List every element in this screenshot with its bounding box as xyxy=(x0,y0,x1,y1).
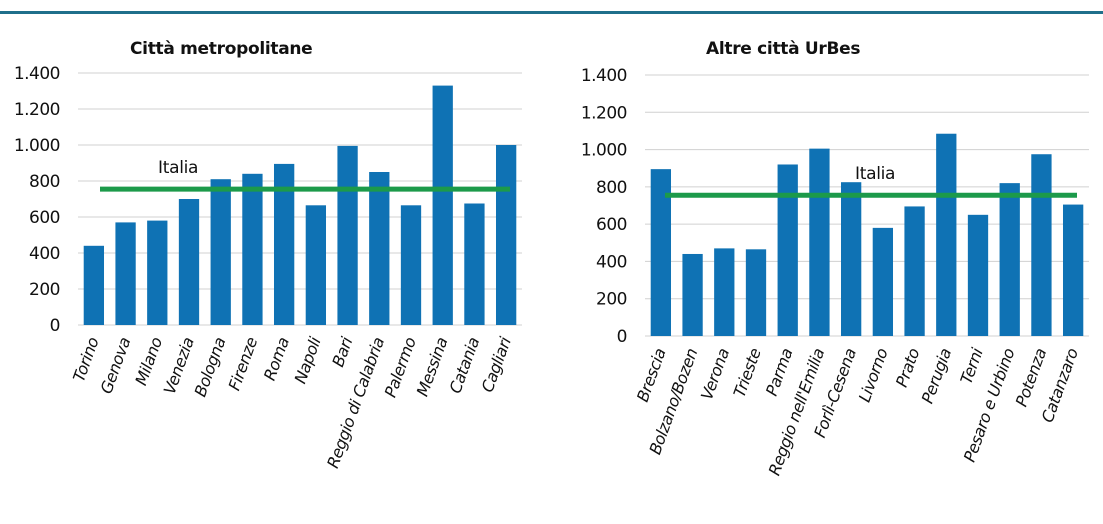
bar xyxy=(809,148,830,336)
bar xyxy=(1031,154,1052,336)
top-rule xyxy=(0,11,1103,14)
y-tick-label: 200 xyxy=(29,280,60,300)
y-tick-label: 1.200 xyxy=(581,103,627,123)
bar xyxy=(872,227,894,336)
bar xyxy=(242,173,263,325)
y-tick-label: 1.000 xyxy=(14,136,60,156)
x-tick-label: Brescia xyxy=(633,346,670,404)
y-tick-label: 0 xyxy=(617,327,627,347)
bar xyxy=(714,248,735,336)
bar xyxy=(840,182,862,336)
chart-title: Altre città UrBes xyxy=(706,39,860,59)
bar xyxy=(273,163,295,325)
x-tick-label: Terni xyxy=(956,345,987,387)
x-tick-label: Cagliari xyxy=(478,334,516,395)
y-tick-label: 800 xyxy=(596,178,627,198)
bar xyxy=(682,253,703,336)
bar xyxy=(936,133,957,336)
bar xyxy=(369,172,390,325)
y-tick-label: 600 xyxy=(29,208,60,228)
bar xyxy=(1062,204,1084,336)
x-tick-label: Prato xyxy=(892,345,924,389)
bar xyxy=(115,222,136,325)
y-tick-label: 1.200 xyxy=(14,100,60,120)
bar xyxy=(147,220,168,325)
x-tick-label: Verona xyxy=(697,346,733,402)
x-tick-label: Firenze xyxy=(225,334,262,393)
bar xyxy=(337,145,358,325)
x-tick-label: Bari xyxy=(328,334,356,369)
bar xyxy=(999,183,1020,336)
chart-citta-metropolitane: Città metropolitane 0 200 400 600 800 1.000 1.… xyxy=(14,39,522,471)
bar xyxy=(650,169,672,336)
bar xyxy=(400,205,422,325)
bar xyxy=(305,205,327,325)
reference-label: Italia xyxy=(855,164,895,184)
y-tick-label: 400 xyxy=(29,244,60,264)
bar xyxy=(83,245,105,325)
y-tick-label: 1.400 xyxy=(14,64,60,84)
bar xyxy=(904,206,925,336)
reference-label: Italia xyxy=(158,158,198,178)
x-tick-label: Parma xyxy=(762,346,797,398)
bar xyxy=(967,214,989,336)
bar xyxy=(464,203,485,325)
bar xyxy=(432,85,453,325)
y-tick-label: 0 xyxy=(50,316,60,336)
bar xyxy=(777,164,798,336)
y-tick-label: 600 xyxy=(596,215,627,235)
bar xyxy=(745,249,767,336)
y-tick-label: 1.000 xyxy=(581,141,627,161)
bar xyxy=(210,179,231,325)
y-tick-label: 400 xyxy=(596,252,627,272)
y-tick-label: 800 xyxy=(29,172,60,192)
x-tick-label: Napoli xyxy=(290,334,324,386)
x-tick-label: Milano xyxy=(131,334,166,388)
x-tick-label: Trieste xyxy=(730,345,765,399)
bar xyxy=(178,199,200,325)
x-tick-label: Perugia xyxy=(918,346,955,406)
bar xyxy=(495,145,517,325)
chart-title: Città metropolitane xyxy=(130,39,312,59)
y-tick-label: 1.400 xyxy=(581,66,627,86)
x-tick-label: Livorno xyxy=(855,345,892,404)
x-tick-label: Genova xyxy=(96,335,134,396)
x-tick-label: Roma xyxy=(260,335,293,383)
chart-altre-citta-urbes: Altre città UrBes 0 200 400 600 800 1.000 1.20… xyxy=(581,39,1089,478)
x-tick-label: Torino xyxy=(69,334,103,384)
y-tick-label: 200 xyxy=(596,290,627,310)
